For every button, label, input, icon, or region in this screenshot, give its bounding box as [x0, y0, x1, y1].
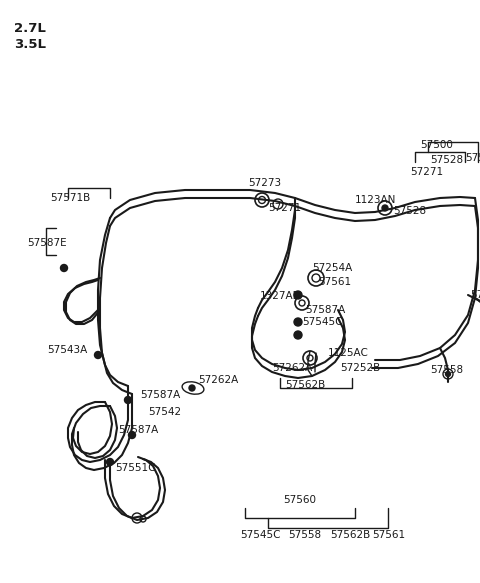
Text: 57528: 57528 — [393, 206, 426, 216]
Circle shape — [294, 318, 302, 326]
Text: 57545C: 57545C — [302, 317, 343, 327]
Text: 57587E: 57587E — [27, 238, 67, 248]
Text: 57558: 57558 — [430, 365, 463, 375]
Text: 1125AC: 1125AC — [328, 348, 369, 358]
Circle shape — [189, 385, 195, 391]
Text: 1327AB: 1327AB — [260, 291, 301, 301]
Circle shape — [445, 371, 451, 377]
Text: 57271: 57271 — [268, 203, 301, 213]
Text: 57252B: 57252B — [340, 363, 380, 373]
Text: 2.7L: 2.7L — [14, 22, 46, 35]
Text: 57561: 57561 — [318, 277, 351, 287]
Text: 57536B: 57536B — [465, 153, 480, 163]
Text: 57528: 57528 — [430, 155, 463, 165]
Text: 1123AN: 1123AN — [355, 195, 396, 205]
Text: 57273: 57273 — [248, 178, 281, 188]
Text: 57500: 57500 — [420, 140, 453, 150]
Text: 57536B: 57536B — [470, 290, 480, 300]
Circle shape — [107, 458, 113, 465]
Text: 57571B: 57571B — [50, 193, 90, 203]
Text: 57560: 57560 — [284, 495, 316, 505]
Text: 57558: 57558 — [288, 530, 321, 540]
Text: 57587A: 57587A — [305, 305, 345, 315]
Text: 3.5L: 3.5L — [14, 38, 46, 51]
Circle shape — [129, 431, 135, 438]
Text: 57262A: 57262A — [272, 363, 312, 373]
Text: 57545C: 57545C — [240, 530, 280, 540]
Text: 57271: 57271 — [410, 167, 443, 177]
Text: 57587A: 57587A — [118, 425, 158, 435]
Text: 57587A: 57587A — [140, 390, 180, 400]
Text: 57561: 57561 — [372, 530, 405, 540]
Text: 57254A: 57254A — [312, 263, 352, 273]
Circle shape — [124, 396, 132, 403]
Text: 57543A: 57543A — [47, 345, 87, 355]
Text: 57542: 57542 — [148, 407, 181, 417]
Text: 57551C: 57551C — [115, 463, 156, 473]
Circle shape — [95, 352, 101, 359]
Circle shape — [294, 291, 302, 299]
Circle shape — [294, 331, 302, 339]
Circle shape — [382, 205, 388, 211]
Text: 57562B: 57562B — [330, 530, 370, 540]
Circle shape — [60, 265, 68, 272]
Text: 57562B: 57562B — [285, 380, 325, 390]
Text: 57262A: 57262A — [198, 375, 238, 385]
